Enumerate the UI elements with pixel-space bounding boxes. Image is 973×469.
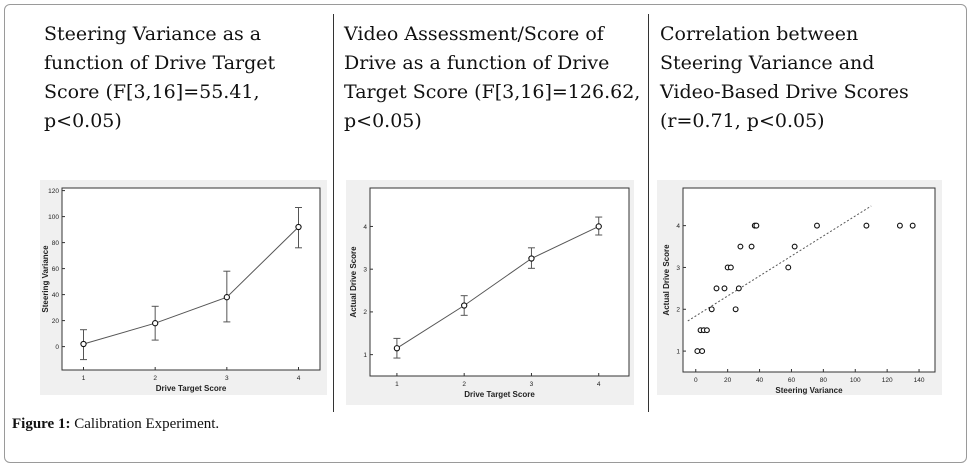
scatter-point	[737, 243, 744, 250]
caption-text: Calibration Experiment.	[70, 416, 220, 432]
x-tick-label: 2	[462, 381, 466, 388]
panel-divider	[333, 14, 334, 412]
scatter-point	[721, 285, 728, 292]
figure-frame	[4, 4, 967, 463]
scatter-point	[863, 222, 870, 229]
x-tick-label: 140	[914, 377, 925, 384]
x-axis-label: Drive Target Score	[464, 390, 535, 399]
x-tick-label: 1	[395, 381, 399, 388]
series-line	[396, 226, 599, 349]
y-tick-label: 60	[52, 266, 60, 273]
plot-area	[369, 187, 630, 377]
y-axis-label: Actual Drive Score	[662, 244, 671, 316]
y-tick-label: 1	[363, 352, 367, 359]
y-tick-label: 80	[52, 240, 60, 247]
scatter-point	[708, 306, 715, 313]
series-line	[83, 226, 299, 345]
y-tick-label: 3	[676, 265, 680, 272]
y-tick-label: 2	[676, 307, 680, 314]
x-tick-label: 0	[694, 377, 698, 384]
x-tick-label: 4	[297, 375, 301, 382]
scatter-point	[703, 327, 710, 334]
trend-line	[687, 205, 872, 322]
y-tick-label: 4	[363, 224, 367, 231]
y-tick-label: 100	[48, 214, 59, 221]
figure-caption: Figure 1: Calibration Experiment.	[12, 416, 219, 433]
x-tick-label: 100	[850, 377, 861, 384]
panel-divider	[648, 14, 649, 412]
scatter-point	[713, 285, 720, 292]
data-point	[295, 223, 302, 231]
scatter-point	[694, 348, 701, 355]
x-axis-label: Drive Target Score	[156, 384, 227, 393]
data-point	[152, 320, 159, 327]
x-tick-label: 20	[724, 377, 732, 384]
x-axis-label: Steering Variance	[775, 386, 843, 395]
scatter-point	[785, 264, 792, 271]
data-point	[595, 223, 602, 230]
scatter-point	[753, 222, 760, 229]
panel-1-title: Steering Variance as a function of Drive…	[44, 23, 276, 132]
panel-3-title: Correlation between Steering Variance an…	[660, 23, 909, 132]
data-point	[461, 302, 468, 309]
scatter-point	[909, 222, 916, 229]
y-tick-label: 0	[55, 344, 59, 351]
chart-video-assessment: 1 2 3 4 1 2 3 4 Drive Target Score Actual Drive S…	[346, 180, 634, 405]
y-tick-label: 20	[52, 318, 60, 325]
y-tick-label: 1	[676, 348, 680, 355]
scatter-point	[896, 222, 903, 229]
x-tick-label: 3	[530, 381, 534, 388]
y-axis-label: Actual Drive Score	[349, 246, 358, 318]
x-tick-label: 80	[820, 377, 828, 384]
scatter-point	[735, 285, 742, 292]
caption-label: Figure 1:	[12, 416, 71, 432]
scatter-point	[748, 243, 755, 250]
x-tick-label: 4	[597, 381, 601, 388]
y-tick-label: 2	[363, 309, 367, 316]
x-tick-label: 120	[882, 377, 893, 384]
scatter-point	[791, 243, 798, 250]
scatter-point	[699, 348, 706, 355]
x-tick-label: 2	[153, 375, 157, 382]
scatter-point	[732, 306, 739, 313]
plot-area	[61, 187, 321, 371]
plot-area	[682, 187, 936, 373]
x-tick-label: 60	[788, 377, 796, 384]
y-tick-label: 40	[52, 292, 60, 299]
data-point	[393, 345, 401, 352]
x-tick-label: 3	[225, 375, 229, 382]
x-tick-label: 1	[82, 375, 86, 382]
y-axis-label: Steering Variance	[41, 245, 50, 313]
data-point	[528, 255, 535, 262]
scatter-point	[814, 222, 820, 229]
data-point	[223, 294, 230, 301]
chart-correlation: 0 20 40 60 80 100 120 140 1 2 3 4 Steering Variance A…	[657, 180, 942, 395]
y-tick-label: 4	[676, 223, 680, 230]
scatter-point	[727, 264, 734, 271]
data-point	[80, 340, 87, 348]
x-tick-label: 40	[756, 377, 764, 384]
y-tick-label: 3	[363, 266, 367, 273]
panel-2-title: Video Assessment/Score of Drive as a fun…	[344, 23, 641, 132]
y-tick-label: 120	[48, 188, 59, 195]
